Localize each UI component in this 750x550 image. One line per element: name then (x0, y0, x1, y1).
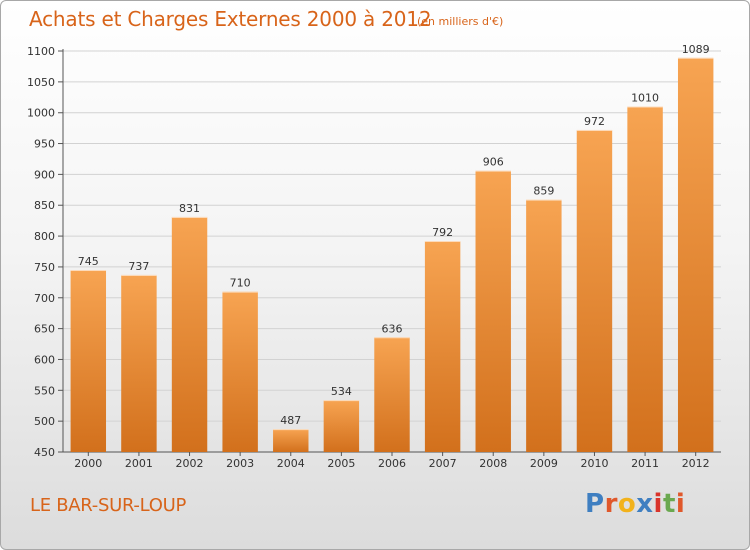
labels: 450 500 550 600 650 700 750 800 850 900 950 1000 105… (27, 43, 710, 470)
value-label-2003: 710 (230, 277, 251, 290)
value-label-2000: 745 (78, 255, 99, 268)
y-tick-label: 950 (34, 138, 55, 151)
proxiti-logo: Proxiti (585, 489, 685, 519)
x-tick-label-2012: 2012 (682, 457, 710, 470)
bar-2000 (70, 270, 107, 452)
y-tick-label: 850 (34, 199, 55, 212)
y-tick-label: 800 (34, 230, 55, 243)
value-label-2006: 636 (382, 322, 403, 335)
y-tick-label: 750 (34, 261, 55, 274)
bars (70, 57, 714, 453)
bar-2008 (475, 170, 511, 452)
x-tick-label-2002: 2002 (176, 457, 204, 470)
value-label-2010: 972 (584, 115, 605, 128)
bar-2009 (526, 199, 562, 452)
bar-2007 (424, 241, 461, 452)
y-tick-label: 500 (34, 415, 55, 428)
bar-2006 (374, 337, 410, 452)
chart-unit-label: (en milliers d'€) (417, 15, 504, 28)
x-tick-label-2011: 2011 (631, 457, 659, 470)
value-label-2012: 1089 (682, 43, 710, 56)
y-tick-label: 550 (34, 384, 55, 397)
x-tick-label-2004: 2004 (277, 457, 305, 470)
y-tick-label: 900 (34, 168, 55, 181)
location-label: LE BAR-SUR-LOUP (30, 495, 187, 516)
x-tick-label-2000: 2000 (74, 457, 102, 470)
x-tick-label-2001: 2001 (125, 457, 153, 470)
bar-2005 (323, 400, 360, 452)
x-tick-label-2009: 2009 (530, 457, 558, 470)
bar-2001 (121, 274, 157, 452)
x-tick-label-2006: 2006 (378, 457, 406, 470)
y-tick-label: 1100 (27, 45, 55, 58)
logo-letter: o (617, 489, 637, 519)
bar-2004 (273, 429, 309, 452)
x-tick-label-2005: 2005 (327, 457, 355, 470)
value-label-2007: 792 (432, 226, 453, 239)
x-tick-label-2003: 2003 (226, 457, 254, 470)
logo-letter: r (604, 489, 618, 519)
logo-letter: t (662, 489, 676, 519)
chart-title: Achats et Charges Externes 2000 à 2012 (29, 7, 432, 31)
y-tick-label: 700 (34, 292, 55, 305)
logo-letter: x (636, 489, 654, 519)
y-tick-label: 450 (34, 446, 55, 459)
x-tick-label-2007: 2007 (429, 457, 457, 470)
value-label-2009: 859 (533, 185, 554, 198)
value-label-2001: 737 (128, 260, 149, 273)
logo-letter: P (585, 489, 605, 519)
logo-letter: i (653, 489, 663, 519)
bar-2010 (576, 129, 613, 452)
value-label-2008: 906 (483, 156, 504, 169)
x-tick-label-2008: 2008 (479, 457, 507, 470)
value-label-2011: 1010 (631, 92, 659, 105)
y-tick-label: 1000 (27, 107, 55, 120)
value-label-2002: 831 (179, 202, 200, 215)
bar-2011 (627, 106, 663, 453)
y-tick-label: 600 (34, 353, 55, 366)
value-label-2005: 534 (331, 385, 352, 398)
y-tick-label: 650 (34, 323, 55, 336)
bar-2002 (171, 216, 208, 452)
value-label-2004: 487 (280, 414, 301, 427)
x-tick-label-2010: 2010 (580, 457, 608, 470)
bar-2012 (677, 57, 714, 452)
logo-letter: i (675, 489, 686, 519)
y-tick-label: 1050 (27, 76, 55, 89)
bar-2003 (222, 291, 258, 452)
